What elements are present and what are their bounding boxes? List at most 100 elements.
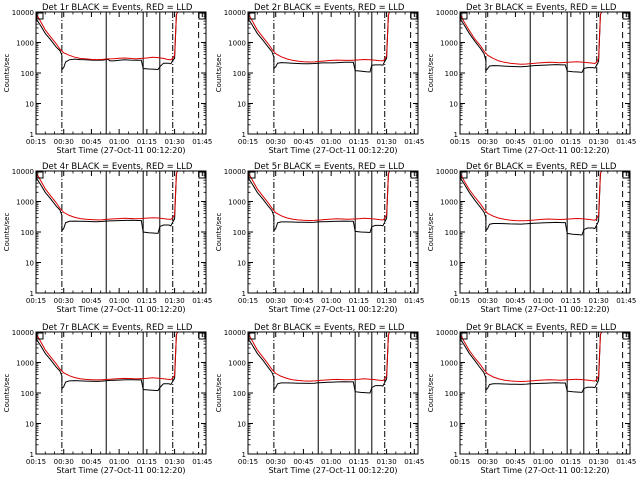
corner-marker: [622, 332, 630, 340]
x-tick-label: 00:45: [293, 138, 313, 146]
corner-marker: [622, 12, 630, 20]
x-tick-label: 00:15: [238, 138, 258, 146]
plot-frame: [459, 170, 631, 294]
corner-marker: [198, 332, 206, 340]
corner-marker: [198, 12, 206, 20]
x-tick-label: 00:45: [505, 458, 525, 466]
y-tick-label: 100: [445, 70, 458, 78]
y-tick-label: 10: [25, 101, 34, 109]
y-axis-label: Counts/sec: [427, 374, 435, 413]
y-tick-label: 1000: [440, 40, 458, 48]
lld-series-line: [36, 171, 178, 221]
y-tick-label: 10: [237, 421, 246, 429]
detector-panel: Det 1r BLACK = Events, RED = LLD 1 10 100 10…: [3, 3, 212, 155]
y-tick-label: 100: [21, 390, 34, 398]
y-tick-label: 10000: [224, 9, 246, 17]
plot-frame: [35, 331, 207, 455]
detector-panel: Det 6r BLACK = Events, RED = LLD 1 10 100 10…: [427, 162, 636, 314]
plot-frame: [459, 331, 631, 455]
panel-title: Det 6r BLACK = Events, RED = LLD: [466, 162, 617, 172]
x-tick-label: 01:00: [321, 138, 341, 146]
y-tick-label: 1000: [16, 360, 34, 368]
lld-series-line: [460, 332, 602, 383]
x-tick-label: 00:15: [450, 297, 470, 305]
y-tick-label: 1: [454, 131, 458, 139]
lld-series-line: [248, 332, 390, 382]
x-axis-label: Start Time (27-Oct-11 00:12:20): [56, 305, 185, 314]
y-tick-label: 100: [21, 70, 34, 78]
y-axis-label: Counts/sec: [3, 213, 11, 252]
x-tick-label: 01:15: [561, 297, 581, 305]
y-tick-label: 1000: [440, 199, 458, 207]
detector-panel: Det 4r BLACK = Events, RED = LLD 1 10 100 10…: [3, 162, 212, 314]
y-tick-label: 1000: [228, 199, 246, 207]
y-tick-label: 10000: [436, 329, 458, 337]
y-axis-label: Counts/sec: [3, 54, 11, 93]
plot-frame: [35, 11, 207, 135]
events-series-line: [248, 332, 390, 394]
corner-marker: [198, 171, 206, 179]
detector-panel: Det 2r BLACK = Events, RED = LLD 1 10 100 10…: [215, 3, 424, 155]
x-tick-label: 01:45: [616, 297, 636, 305]
y-tick-label: 1: [30, 131, 34, 139]
corner-marker: [460, 171, 468, 179]
panel-title: Det 1r BLACK = Events, RED = LLD: [42, 3, 193, 13]
x-tick-label: 01:45: [404, 458, 424, 466]
x-tick-label: 00:30: [266, 297, 286, 305]
events-series-line: [460, 171, 602, 236]
x-tick-label: 01:30: [588, 138, 608, 146]
x-tick-label: 00:45: [505, 297, 525, 305]
x-tick-label: 01:00: [321, 458, 341, 466]
plot-frame: [247, 11, 419, 135]
plot-frame: [247, 170, 419, 294]
y-tick-label: 100: [233, 229, 246, 237]
x-tick-label: 01:45: [616, 458, 636, 466]
y-tick-label: 10: [449, 421, 458, 429]
x-tick-label: 01:00: [533, 297, 553, 305]
x-tick-label: 01:15: [349, 297, 369, 305]
x-tick-label: 01:15: [137, 297, 157, 305]
y-tick-label: 1000: [16, 199, 34, 207]
x-tick-label: 00:30: [54, 138, 74, 146]
lld-series-line: [36, 12, 178, 61]
y-tick-label: 100: [21, 229, 34, 237]
x-tick-label: 00:15: [450, 138, 470, 146]
x-tick-label: 01:30: [164, 458, 184, 466]
corner-marker: [622, 171, 630, 179]
y-tick-label: 1000: [16, 40, 34, 48]
x-tick-label: 00:30: [54, 458, 74, 466]
y-tick-label: 100: [445, 390, 458, 398]
x-tick-label: 01:30: [376, 458, 396, 466]
x-axis-label: Start Time (27-Oct-11 00:12:20): [268, 305, 397, 314]
y-tick-label: 10000: [12, 329, 34, 337]
x-tick-label: 01:45: [616, 138, 636, 146]
x-tick-label: 00:45: [81, 297, 101, 305]
x-tick-label: 01:15: [349, 458, 369, 466]
x-tick-label: 00:30: [478, 458, 498, 466]
x-tick-label: 01:00: [321, 297, 341, 305]
y-tick-label: 10: [449, 260, 458, 268]
detector-panel: Det 7r BLACK = Events, RED = LLD 1 10 100 10…: [3, 323, 212, 475]
corner-marker: [410, 332, 418, 340]
x-axis-label: Start Time (27-Oct-11 00:12:20): [480, 146, 609, 155]
y-tick-label: 100: [233, 70, 246, 78]
x-tick-label: 00:45: [293, 458, 313, 466]
panel-title: Det 2r BLACK = Events, RED = LLD: [254, 3, 405, 13]
y-tick-label: 10: [449, 101, 458, 109]
panel-title: Det 4r BLACK = Events, RED = LLD: [42, 162, 193, 172]
y-tick-label: 1000: [228, 40, 246, 48]
y-tick-label: 1: [30, 451, 34, 459]
y-tick-label: 100: [445, 229, 458, 237]
y-tick-label: 1: [454, 451, 458, 459]
panel-title: Det 5r BLACK = Events, RED = LLD: [254, 162, 405, 172]
x-tick-label: 01:30: [164, 138, 184, 146]
events-series-line: [460, 12, 602, 73]
y-tick-label: 10000: [224, 168, 246, 176]
x-tick-label: 01:00: [109, 138, 129, 146]
x-tick-label: 01:45: [404, 138, 424, 146]
x-axis-label: Start Time (27-Oct-11 00:12:20): [480, 466, 609, 475]
x-axis-label: Start Time (27-Oct-11 00:12:20): [56, 146, 185, 155]
x-tick-label: 00:15: [238, 458, 258, 466]
